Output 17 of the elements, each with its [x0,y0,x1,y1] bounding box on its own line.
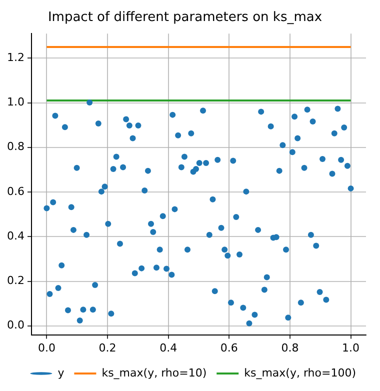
x-tick-label: 0.6 [220,341,238,354]
x-tick-label: 0.4 [160,341,178,354]
x-tick-label: 0.8 [281,341,299,354]
y-tick-label: 0.0 [6,318,24,332]
y-tick-label: 0.8 [6,140,24,154]
chart-title: Impact of different parameters on ks_max [48,10,322,26]
legend-label: ks_max(y, rho=10) [102,366,207,380]
y-tick-label: 0.2 [6,274,24,288]
x-tick-label: 0.0 [38,341,56,354]
y-tick-label: 0.6 [6,184,24,198]
y-tick-label: 0.4 [6,229,24,242]
x-tick-label: 1.0 [342,341,360,354]
y-tick-label: 1.0 [6,96,24,109]
legend-label: ks_max(y, rho=100) [244,366,356,380]
legend-label: y [58,366,65,380]
y-tick-label: 1.2 [6,51,24,64]
x-tick-label: 0.2 [98,341,116,354]
